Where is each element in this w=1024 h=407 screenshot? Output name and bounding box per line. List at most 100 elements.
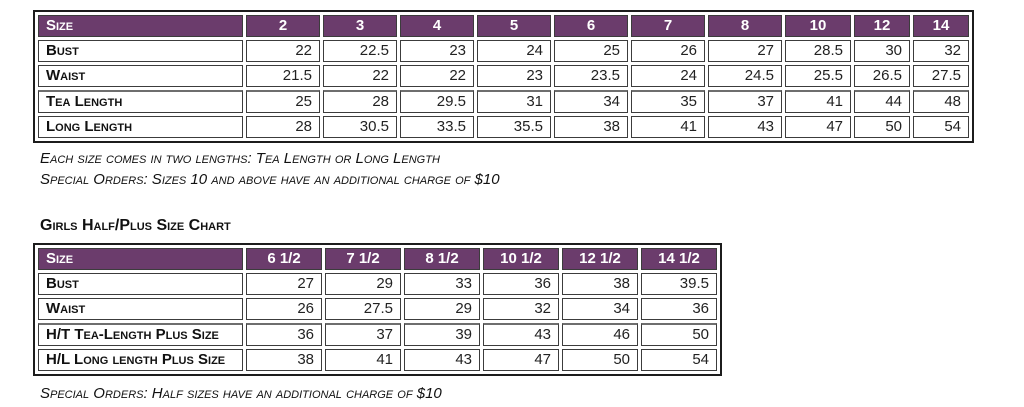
value-cell: 24 [631,65,705,87]
value-cell: 50 [854,116,910,138]
size-header-value: 5 [477,15,551,37]
size-header-value: 12 [854,15,910,37]
table-row: Bust 22 22.5 23 24 25 26 27 28.5 30 32 [38,40,969,62]
size-header-value: 8 1/2 [404,248,480,270]
value-cell: 33.5 [400,116,474,138]
value-cell: 43 [483,323,559,346]
value-cell: 39 [404,323,480,346]
table-row: Long Length 28 30.5 33.5 35.5 38 41 43 47 50 54 [38,116,969,138]
size-header-value: 14 [913,15,969,37]
note-special-orders-half-sizes: Special Orders: Half sizes have an addit… [40,385,442,402]
value-cell: 50 [562,349,638,371]
size-header-value: 4 [400,15,474,37]
size-header-value: 7 [631,15,705,37]
size-chart-notes: Each size comes in two lengths: Tea Leng… [40,148,1024,190]
half-plus-size-chart-title: Girls Half/Plus Size Chart [40,217,231,234]
value-cell: 34 [562,298,638,320]
value-cell: 50 [641,323,717,346]
row-label: Tea Length [38,90,243,113]
value-cell: 25 [246,90,320,113]
value-cell: 29.5 [400,90,474,113]
value-cell: 30.5 [323,116,397,138]
value-cell: 46 [562,323,638,346]
size-header-value: 2 [246,15,320,37]
girls-size-chart-table: Size 2 3 4 5 6 7 8 10 12 14 Bust 22 22.5 23 24 25 26 27 28.… [33,10,974,143]
row-label: Bust [38,273,243,295]
value-cell: 38 [554,116,628,138]
value-cell: 22 [400,65,474,87]
size-header-value: 10 [785,15,851,37]
size-header-label: Size [38,15,243,37]
value-cell: 26.5 [854,65,910,87]
value-cell: 22.5 [323,40,397,62]
value-cell: 30 [854,40,910,62]
value-cell: 35 [631,90,705,113]
table-row: Waist 26 27.5 29 32 34 36 [38,298,717,320]
value-cell: 39.5 [641,273,717,295]
value-cell: 37 [708,90,782,113]
size-header-label: Size [38,248,243,270]
size-header-value: 8 [708,15,782,37]
table-row: Tea Length 25 28 29.5 31 34 35 37 41 44 48 [38,90,969,113]
value-cell: 36 [246,323,322,346]
value-cell: 41 [325,349,401,371]
value-cell: 28 [246,116,320,138]
value-cell: 41 [631,116,705,138]
value-cell: 47 [483,349,559,371]
girls-half-plus-size-chart-table: Size 6 1/2 7 1/2 8 1/2 10 1/2 12 1/2 14 1/2 Bus… [33,243,722,376]
value-cell: 38 [246,349,322,371]
value-cell: 26 [631,40,705,62]
value-cell: 23.5 [554,65,628,87]
value-cell: 41 [785,90,851,113]
note-two-lengths: Each size comes in two lengths: Tea Leng… [40,150,440,167]
row-label: Long Length [38,116,243,138]
value-cell: 27 [246,273,322,295]
row-label: H/L Long length Plus Size [38,349,243,371]
value-cell: 54 [641,349,717,371]
table-row: Bust 27 29 33 36 38 39.5 [38,273,717,295]
table-row: H/L Long length Plus Size 38 41 43 47 50 54 [38,349,717,371]
value-cell: 24.5 [708,65,782,87]
note-special-orders-sizes: Special Orders: Sizes 10 and above have … [40,171,500,188]
value-cell: 35.5 [477,116,551,138]
value-cell: 24 [477,40,551,62]
value-cell: 25 [554,40,628,62]
value-cell: 29 [404,298,480,320]
value-cell: 32 [483,298,559,320]
size-header-value: 12 1/2 [562,248,638,270]
value-cell: 34 [554,90,628,113]
row-label: Bust [38,40,243,62]
row-label: Waist [38,65,243,87]
value-cell: 33 [404,273,480,295]
value-cell: 27 [708,40,782,62]
row-label: H/T Tea-Length Plus Size [38,323,243,346]
value-cell: 48 [913,90,969,113]
size-header-value: 14 1/2 [641,248,717,270]
row-label: Waist [38,298,243,320]
table-row: H/T Tea-Length Plus Size 36 37 39 43 46 50 [38,323,717,346]
value-cell: 27.5 [325,298,401,320]
value-cell: 23 [477,65,551,87]
value-cell: 27.5 [913,65,969,87]
value-cell: 26 [246,298,322,320]
size-header-value: 7 1/2 [325,248,401,270]
value-cell: 28.5 [785,40,851,62]
value-cell: 25.5 [785,65,851,87]
value-cell: 38 [562,273,638,295]
size-header-value: 6 1/2 [246,248,322,270]
value-cell: 43 [708,116,782,138]
value-cell: 36 [483,273,559,295]
value-cell: 22 [323,65,397,87]
value-cell: 54 [913,116,969,138]
value-cell: 37 [325,323,401,346]
value-cell: 36 [641,298,717,320]
size-header-value: 6 [554,15,628,37]
value-cell: 28 [323,90,397,113]
value-cell: 31 [477,90,551,113]
value-cell: 22 [246,40,320,62]
size-header-value: 10 1/2 [483,248,559,270]
value-cell: 29 [325,273,401,295]
value-cell: 47 [785,116,851,138]
value-cell: 44 [854,90,910,113]
